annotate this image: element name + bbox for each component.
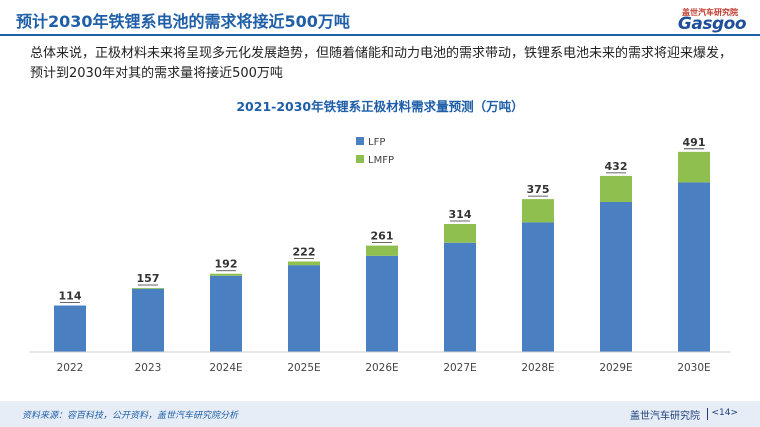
bar-lmfp-2025e bbox=[288, 261, 320, 266]
x-tick-2028e: 2028E bbox=[521, 362, 554, 374]
x-tick-2023: 2023 bbox=[135, 362, 162, 374]
page-number: <14> bbox=[711, 408, 738, 418]
bar-lmfp-2029e bbox=[600, 175, 632, 202]
footer-separator bbox=[707, 408, 708, 420]
bar-lfp-2030e bbox=[678, 182, 710, 352]
bar-lfp-2024e bbox=[210, 275, 242, 352]
bar-lmfp-2023 bbox=[132, 287, 164, 289]
bar-lfp-2029e bbox=[600, 201, 632, 352]
footer-bar: 资料来源：容百科技，公开资料，盖世汽车研究院分析 盖世汽车研究院 <14> bbox=[0, 401, 760, 427]
summary-paragraph: 总体来说，正极材料未来将呈现多元化发展趋势，但随着储能和动力电池的需求带动，铁锂… bbox=[30, 46, 733, 81]
bar-lmfp-2030e bbox=[678, 151, 710, 183]
bar-lmfp-2027e bbox=[444, 223, 476, 243]
legend-swatch-lmfp bbox=[356, 155, 364, 163]
total-label-2027e: 314 bbox=[449, 208, 472, 221]
footer-brand: 盖世汽车研究院 bbox=[630, 411, 700, 422]
legend-swatch-lfp bbox=[356, 137, 364, 145]
bar-lmfp-2026e bbox=[366, 245, 398, 256]
gasgoo-logo: Gasgoo bbox=[677, 14, 747, 34]
bar-lmfp-2024e bbox=[210, 273, 242, 276]
total-label-2022: 114 bbox=[59, 290, 82, 303]
total-label-2030e: 491 bbox=[683, 136, 706, 149]
x-tick-2029e: 2029E bbox=[599, 362, 632, 374]
total-label-2026e: 261 bbox=[371, 230, 394, 243]
total-label-2023: 157 bbox=[137, 272, 160, 285]
bar-chart: LFP LMFP 114 157 192 222 261 314 375 432 491 2022… bbox=[30, 136, 730, 374]
page-title: 预计2030年铁锂系电池的需求将接近500万吨 bbox=[16, 12, 350, 31]
total-label-2024e: 192 bbox=[215, 258, 238, 271]
bar-lfp-2022 bbox=[54, 305, 86, 352]
bar-lfp-2025e bbox=[288, 265, 320, 352]
x-tick-2024e: 2024E bbox=[209, 362, 242, 374]
x-tick-2026e: 2026E bbox=[365, 362, 398, 374]
bar-lfp-2026e bbox=[366, 255, 398, 352]
total-label-2025e: 222 bbox=[293, 245, 316, 258]
bar-series bbox=[54, 151, 710, 352]
bar-total-labels: 114 157 192 222 261 314 375 432 491 bbox=[59, 136, 706, 303]
chart-legend: LFP LMFP bbox=[356, 137, 394, 166]
total-label-2028e: 375 bbox=[527, 183, 550, 196]
bar-lfp-2028e bbox=[522, 222, 554, 352]
chart-title: 2021-2030年铁锂系正极材料需求量预测（万吨） bbox=[236, 99, 524, 114]
x-tick-2027e: 2027E bbox=[443, 362, 476, 374]
bar-lfp-2023 bbox=[132, 288, 164, 352]
x-tick-2030e: 2030E bbox=[677, 362, 710, 374]
bar-lmfp-2028e bbox=[522, 199, 554, 223]
x-axis-labels: 2022 2023 2024E 2025E 2026E 2027E 2028E 2029E 20… bbox=[57, 362, 711, 374]
logo-cn-text: 盖世汽车研究院 bbox=[682, 8, 738, 17]
x-tick-2022: 2022 bbox=[57, 362, 84, 374]
legend-label-lfp: LFP bbox=[368, 137, 385, 148]
bar-lfp-2027e bbox=[444, 242, 476, 352]
footer-source: 资料来源：容百科技，公开资料，盖世汽车研究院分析 bbox=[22, 411, 239, 421]
total-label-2029e: 432 bbox=[605, 160, 628, 173]
x-tick-2025e: 2025E bbox=[287, 362, 320, 374]
title-divider bbox=[0, 34, 760, 36]
legend-label-lmfp: LMFP bbox=[368, 155, 394, 166]
